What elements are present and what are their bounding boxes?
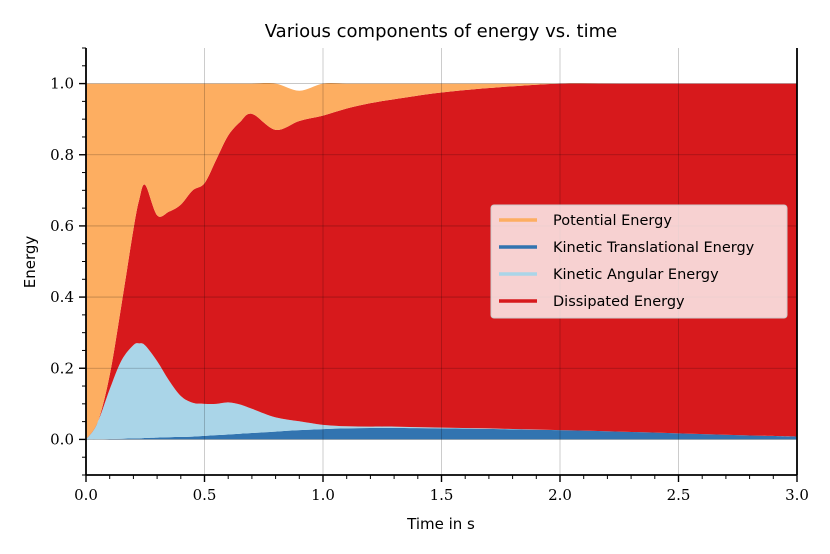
legend-box: [490, 204, 788, 319]
y-tick-label: 0.8: [50, 146, 74, 164]
area-kinetic-translational-energy: [86, 427, 797, 440]
y-tick-label: 0.6: [50, 217, 74, 235]
x-tick-label: 3.0: [785, 486, 809, 504]
legend-label: Potential Energy: [553, 213, 672, 229]
area-potential-energy: [86, 83, 797, 440]
x-tick-label: 1.5: [430, 486, 454, 504]
y-tick-label: 1.0: [50, 75, 74, 93]
y-tick-label: 0.2: [50, 359, 74, 377]
x-tick-label: 0.5: [193, 486, 217, 504]
x-tick-label: 0.0: [74, 486, 98, 504]
stacked-areas: [86, 83, 797, 440]
y-tick-label: 0.0: [50, 430, 74, 448]
area-dissipated-energy: [86, 83, 797, 440]
legend-label: Kinetic Translational Energy: [553, 240, 755, 256]
x-tick-label: 2.5: [667, 486, 691, 504]
y-axis-label: Energy: [21, 236, 39, 289]
legend-label: Dissipated Energy: [553, 294, 685, 310]
chart-title: Various components of energy vs. time: [265, 21, 617, 42]
y-tick-label: 0.4: [50, 288, 74, 306]
x-tick-label: 2.0: [548, 486, 572, 504]
x-tick-label: 1.0: [311, 486, 335, 504]
ticks: 0.0 0.5 1.0 1.5 2.0 2.5 3.0 0.0 0.2 0.4 0.6 0.8 1.0: [50, 47, 809, 504]
x-axis-label: Time in s: [406, 515, 475, 533]
legend: Potential Energy Kinetic Translational En…: [490, 204, 788, 319]
area-kinetic-angular-energy: [86, 343, 797, 440]
legend-label: Kinetic Angular Energy: [553, 267, 719, 283]
